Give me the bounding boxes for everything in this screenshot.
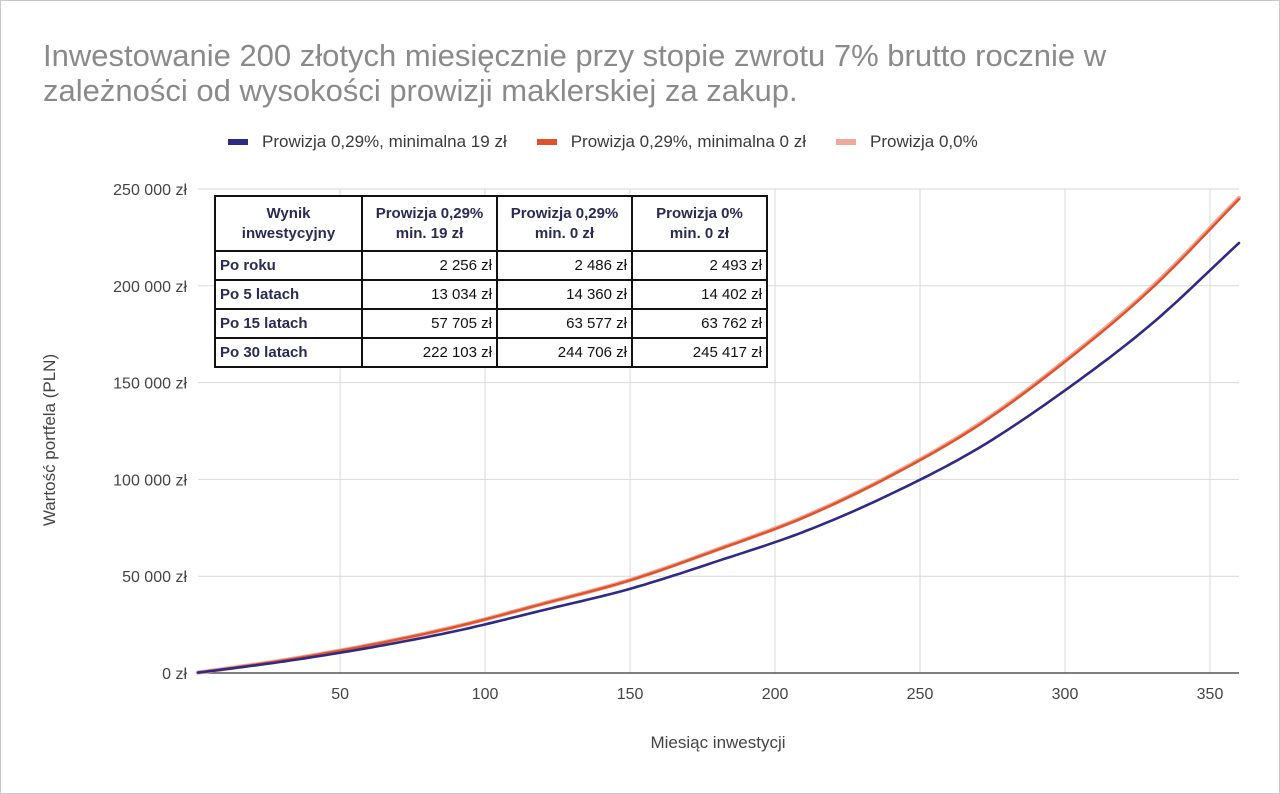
row-label: Po 15 latach <box>214 308 363 339</box>
header-commission-min-19-line-2: min. 19 zł <box>395 224 464 242</box>
table-row: Po 5 latach 13 034 zł 14 360 zł 14 402 z… <box>214 279 768 310</box>
table-cell: 13 034 zł <box>361 279 498 310</box>
x-axis-label: Miesiąc inwestycji <box>650 733 786 752</box>
row-label: Po roku <box>214 250 363 281</box>
x-tick-label: 200 <box>762 686 789 703</box>
chart-title: Inwestowanie 200 złotych miesięcznie prz… <box>43 38 1107 108</box>
header-commission-min-0-line-1: Prowizja 0,29% <box>510 204 619 222</box>
x-tick-label: 50 <box>331 686 349 703</box>
grid-layer <box>198 188 1239 674</box>
summary-table: Wynik inwestycyjny Prowizja 0,29% min. 1… <box>214 195 768 368</box>
header-commission-zero-line-2: min. 0 zł <box>669 224 730 242</box>
y-tick-label: 250 000 zł <box>113 182 187 199</box>
table-cell: 63 762 zł <box>631 308 768 339</box>
table-row: Po roku 2 256 zł 2 486 zł 2 493 zł <box>214 250 768 281</box>
x-tick-label: 100 <box>472 686 499 703</box>
table-cell: 222 103 zł <box>361 337 498 368</box>
table-cell: 2 493 zł <box>631 250 768 281</box>
x-tick-label: 150 <box>617 686 644 703</box>
legend-label-series-3: Prowizja 0,0% <box>869 132 978 151</box>
series-layer <box>195 195 1242 675</box>
table-cell: 14 402 zł <box>631 279 768 310</box>
summary-table-header-row: Wynik inwestycyjny Prowizja 0,29% min. 1… <box>214 195 768 252</box>
table-cell: 244 706 zł <box>496 337 633 368</box>
legend-swatch-series-2 <box>536 139 557 145</box>
header-result-line-2: inwestycyjny <box>241 224 336 242</box>
series-line-1 <box>196 241 1241 674</box>
legend-swatch-series-3 <box>835 139 856 145</box>
y-tick-label: 100 000 zł <box>113 472 187 489</box>
legend-item-series-2: Prowizja 0,29%, minimalna 0 zł <box>536 132 806 152</box>
header-result-line-1: Wynik <box>266 204 311 222</box>
y-tick-label: 150 000 zł <box>113 376 187 393</box>
header-commission-min-0: Prowizja 0,29% min. 0 zł <box>496 195 633 252</box>
legend-item-series-3: Prowizja 0,0% <box>835 132 978 152</box>
header-commission-min-19: Prowizja 0,29% min. 19 zł <box>361 195 498 252</box>
series-line-2 <box>196 197 1241 674</box>
legend-label-series-1: Prowizja 0,29%, minimalna 19 zł <box>262 132 507 151</box>
legend-item-series-1: Prowizja 0,29%, minimalna 19 zł <box>228 132 507 152</box>
table-cell: 2 256 zł <box>361 250 498 281</box>
header-commission-zero: Prowizja 0% min. 0 zł <box>631 195 768 252</box>
table-cell: 57 705 zł <box>361 308 498 339</box>
x-tick-label: 250 <box>907 686 934 703</box>
x-tick-label: 300 <box>1052 686 1079 703</box>
table-cell: 63 577 zł <box>496 308 633 339</box>
table-cell: 245 417 zł <box>631 337 768 368</box>
y-tick-label: 0 zł <box>162 666 187 683</box>
row-label: Po 5 latach <box>214 279 363 310</box>
table-cell: 2 486 zł <box>496 250 633 281</box>
legend: Prowizja 0,29%, minimalna 19 zł Prowizja… <box>228 131 1008 153</box>
row-label: Po 30 latach <box>214 337 363 368</box>
header-result: Wynik inwestycyjny <box>214 195 363 252</box>
header-commission-min-19-line-1: Prowizja 0,29% <box>375 204 484 222</box>
table-cell: 14 360 zł <box>496 279 633 310</box>
y-tick-label: 200 000 zł <box>113 279 187 296</box>
table-row: Po 15 latach 57 705 zł 63 577 zł 63 762 … <box>214 308 768 339</box>
tick-layer: 0 zł 50 000 zł 100 000 zł 150 000 zł 200 000… <box>113 182 1223 703</box>
header-commission-min-0-line-2: min. 0 zł <box>534 224 595 242</box>
y-tick-label: 50 000 zł <box>122 569 187 586</box>
header-commission-zero-line-1: Prowizja 0% <box>656 204 743 222</box>
legend-label-series-2: Prowizja 0,29%, minimalna 0 zł <box>570 132 806 151</box>
x-tick-label: 350 <box>1197 686 1224 703</box>
legend-swatch-series-1 <box>228 139 248 145</box>
table-row: Po 30 latach 222 103 zł 244 706 zł 245 4… <box>214 337 768 368</box>
